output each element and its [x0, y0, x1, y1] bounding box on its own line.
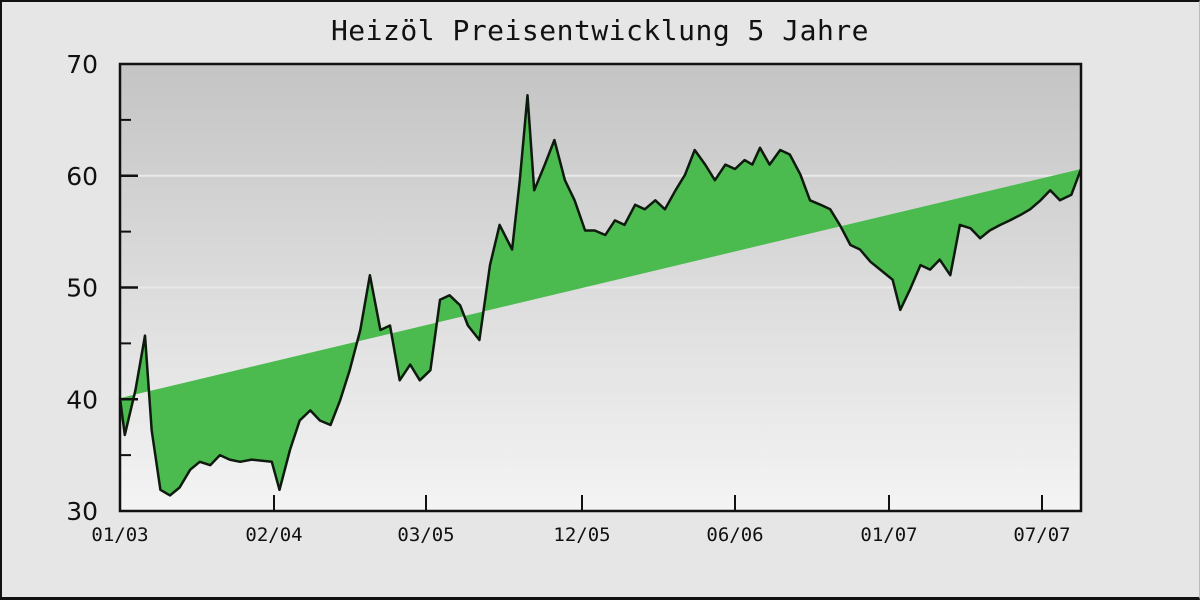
chart-title: Heizöl Preisentwicklung 5 Jahre: [330, 14, 870, 47]
y-tick-label: 50: [66, 274, 98, 303]
x-tick-label: 06/06: [706, 524, 763, 546]
x-tick-label: 03/05: [397, 524, 454, 546]
x-tick-label: 01/03: [91, 524, 148, 546]
y-tick-label: 60: [66, 162, 98, 191]
price-line: [118, 94, 1083, 497]
price-area-fill: [120, 95, 1081, 496]
x-tick-label: 12/05: [553, 524, 610, 546]
y-tick-label: 70: [66, 50, 98, 79]
x-tick-label: 01/07: [860, 524, 917, 546]
x-tick-label: 02/04: [245, 524, 302, 546]
x-tick-label: 07/07: [1013, 524, 1070, 546]
x-axis: 01/03 02/04 03/05 12/05 06/06 01/07 07/07: [91, 495, 1071, 546]
y-tick-label: 40: [66, 385, 98, 414]
y-tick-label: 30: [66, 497, 98, 526]
y-axis: 30 40 50 60 70: [66, 50, 138, 526]
